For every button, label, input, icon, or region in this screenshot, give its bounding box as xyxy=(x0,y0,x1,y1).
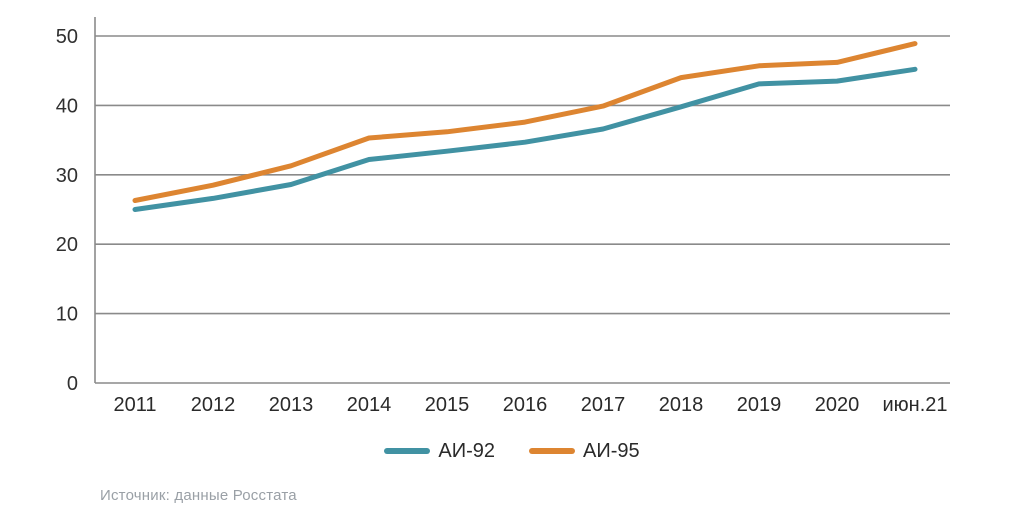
y-tick-label-30: 30 xyxy=(56,165,78,187)
legend-line-ai92-icon xyxy=(384,448,431,454)
x-tick-label-июн.21: июн.21 xyxy=(882,394,947,416)
source-note: Источник: данные Росстата xyxy=(100,487,297,504)
x-tick-label-2014: 2014 xyxy=(347,394,392,416)
x-tick-label-2018: 2018 xyxy=(659,394,704,416)
series-line-АИ-92 xyxy=(132,66,918,212)
legend-label-ai95: АИ-95 xyxy=(583,440,640,462)
legend: АИ-92 АИ-95 xyxy=(0,441,1024,461)
x-tick-label-2019: 2019 xyxy=(737,394,782,416)
x-tick-label-2013: 2013 xyxy=(269,394,314,416)
legend-item-ai92: АИ-92 xyxy=(384,441,495,461)
legend-item-ai95: АИ-95 xyxy=(529,441,640,461)
x-tick-label-2012: 2012 xyxy=(191,394,236,416)
x-tick-label-2017: 2017 xyxy=(581,394,626,416)
y-tick-label-40: 40 xyxy=(56,95,78,117)
series-line-АИ-95 xyxy=(132,41,918,203)
y-tick-label-20: 20 xyxy=(56,234,78,256)
x-tick-label-2016: 2016 xyxy=(503,394,548,416)
legend-line-ai95-icon xyxy=(529,448,575,454)
y-tick-label-10: 10 xyxy=(56,304,78,326)
x-tick-label-2015: 2015 xyxy=(425,394,470,416)
y-tick-label-0: 0 xyxy=(67,373,78,395)
legend-label-ai92: АИ-92 xyxy=(438,440,495,462)
y-tick-label-50: 50 xyxy=(56,26,78,48)
x-tick-label-2011: 2011 xyxy=(113,394,156,416)
x-tick-label-2020: 2020 xyxy=(815,394,860,416)
